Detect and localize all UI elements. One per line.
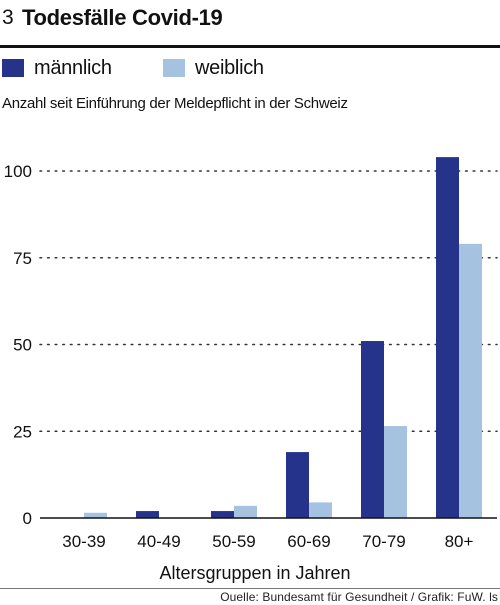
x-tick-label: 70-79 xyxy=(362,532,405,551)
y-tick-label: 50 xyxy=(13,336,32,355)
legend-label-female: weiblich xyxy=(195,56,264,79)
x-tick-label: 40-49 xyxy=(137,532,180,551)
bar-male-70-79 xyxy=(361,341,384,518)
bar-male-80+ xyxy=(436,157,459,518)
x-tick-label: 60-69 xyxy=(287,532,330,551)
legend-item-female: weiblich xyxy=(163,54,264,82)
chart-header: 3 Todesfälle Covid-19 xyxy=(0,0,500,46)
chart-title: Todesfälle Covid-19 xyxy=(22,5,223,30)
bar-male-50-59 xyxy=(211,511,234,518)
legend-label-male: männlich xyxy=(34,56,112,79)
y-tick-label: 0 xyxy=(23,509,32,528)
x-axis-label: Altersgruppen in Jahren xyxy=(159,563,350,583)
bar-chart: 0 25 50 75 100 30-39 40-49 50-59 60-69 70-79 80+ Al… xyxy=(4,157,498,583)
legend-swatch-male xyxy=(2,59,24,77)
title-rule xyxy=(0,45,500,48)
legend-swatch-female xyxy=(163,59,185,77)
x-tick-label: 80+ xyxy=(445,532,474,551)
figure-number: 3 xyxy=(2,6,14,29)
legend: männlich weiblich xyxy=(0,54,500,82)
source-note: Ouelle: Bundesamt für Gesundheit / Grafi… xyxy=(220,590,498,604)
bar-female-80+ xyxy=(459,243,482,518)
bar-male-60-69 xyxy=(286,452,309,518)
bar-male-40-49 xyxy=(136,511,159,518)
source-rule xyxy=(0,588,500,589)
bar-female-30-39 xyxy=(84,512,107,518)
bar-female-60-69 xyxy=(309,502,332,518)
bar-female-50-59 xyxy=(234,505,257,518)
x-tick-label: 50-59 xyxy=(212,532,255,551)
x-tick-label: 30-39 xyxy=(62,532,105,551)
bar-female-70-79 xyxy=(384,426,407,518)
y-tick-label: 100 xyxy=(4,162,32,181)
y-tick-label: 25 xyxy=(13,422,32,441)
chart-subtitle: Anzahl seit Einführung der Meldepflicht … xyxy=(2,95,348,112)
legend-item-male: männlich xyxy=(2,54,112,82)
y-tick-label: 75 xyxy=(13,249,32,268)
